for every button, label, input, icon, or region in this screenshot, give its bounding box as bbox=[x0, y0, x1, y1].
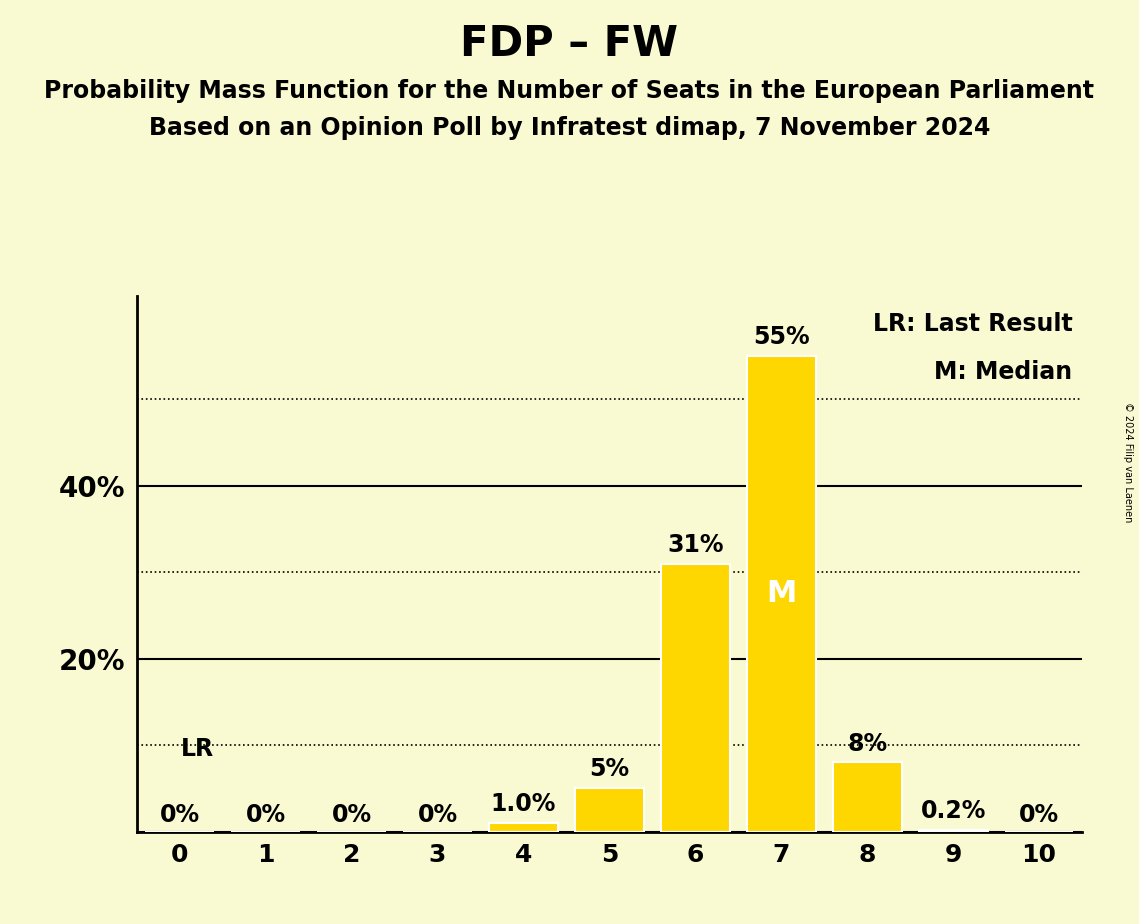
Bar bbox=[575, 788, 644, 832]
Bar bbox=[919, 830, 988, 832]
Text: 1.0%: 1.0% bbox=[491, 792, 556, 816]
Text: Probability Mass Function for the Number of Seats in the European Parliament: Probability Mass Function for the Number… bbox=[44, 79, 1095, 103]
Text: FDP – FW: FDP – FW bbox=[460, 23, 679, 65]
Text: 8%: 8% bbox=[847, 732, 887, 756]
Text: 0%: 0% bbox=[159, 803, 199, 827]
Text: 0.2%: 0.2% bbox=[920, 799, 986, 823]
Text: M: Median: M: Median bbox=[934, 360, 1073, 384]
Bar bbox=[747, 356, 816, 832]
Text: 0%: 0% bbox=[246, 803, 286, 827]
Text: © 2024 Filip van Laenen: © 2024 Filip van Laenen bbox=[1123, 402, 1133, 522]
Text: Based on an Opinion Poll by Infratest dimap, 7 November 2024: Based on an Opinion Poll by Infratest di… bbox=[149, 116, 990, 140]
Text: 0%: 0% bbox=[331, 803, 371, 827]
Text: LR: Last Result: LR: Last Result bbox=[872, 311, 1073, 335]
Bar bbox=[661, 564, 730, 832]
Bar bbox=[489, 823, 558, 832]
Text: LR: LR bbox=[180, 736, 214, 760]
Text: 31%: 31% bbox=[667, 533, 723, 557]
Bar bbox=[833, 762, 902, 832]
Text: M: M bbox=[767, 579, 796, 608]
Text: 0%: 0% bbox=[417, 803, 458, 827]
Text: 5%: 5% bbox=[589, 758, 630, 782]
Text: 55%: 55% bbox=[753, 325, 810, 349]
Text: 0%: 0% bbox=[1019, 803, 1059, 827]
